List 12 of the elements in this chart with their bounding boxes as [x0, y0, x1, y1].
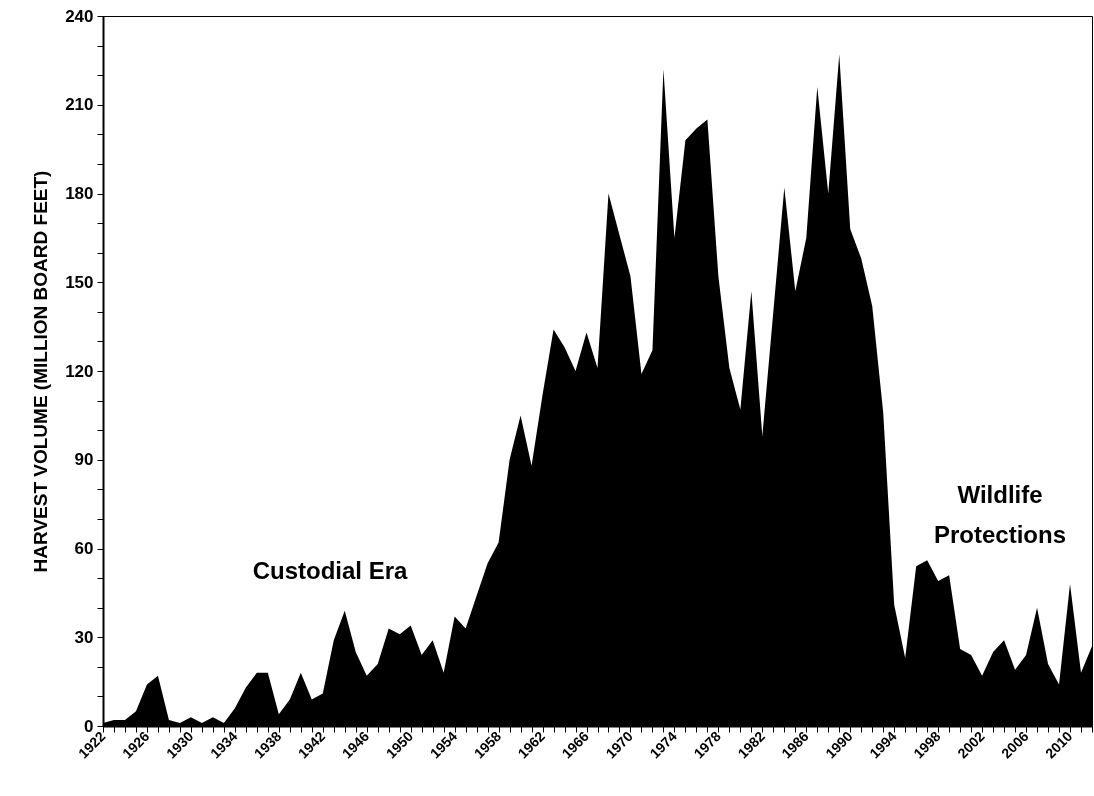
y-tick-label: 90: [74, 450, 94, 470]
y-tick-label: 30: [74, 627, 94, 647]
y-tick-label: 150: [65, 272, 94, 292]
annotation: Wildlife Protections: [933, 481, 1067, 548]
annotation: Custodial Era: [252, 557, 408, 584]
y-tick-label: 0: [84, 716, 94, 736]
y-tick-label: 120: [65, 361, 94, 381]
y-tick-label: 210: [65, 95, 94, 115]
y-tick-label: 180: [65, 184, 94, 203]
y-tick-label: 60: [74, 539, 94, 558]
y-axis-title: HARVEST VOLUME (MILLION BOARD FEET): [30, 170, 52, 573]
y-tick-label: 240: [65, 6, 94, 26]
